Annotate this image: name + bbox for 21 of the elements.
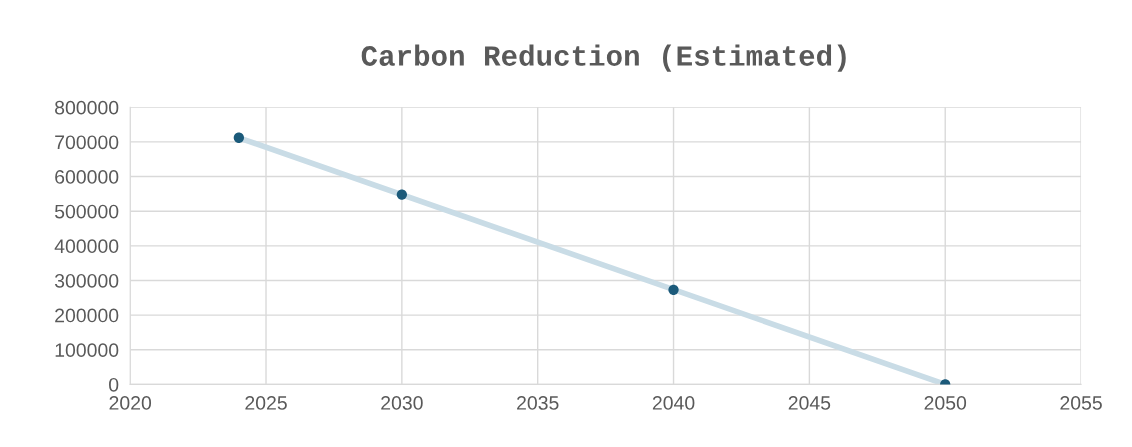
y-tick-label: 700000 [55, 135, 119, 150]
x-tick-label: 2020 [109, 396, 152, 410]
point [668, 284, 679, 295]
chart-title: Carbon Reduction (Estimated) [361, 44, 846, 72]
y-tick-label: 600000 [55, 170, 119, 184]
y-tick-label: 400000 [54, 239, 119, 254]
x-tick-label: 2035 [517, 396, 559, 410]
x-tick-label: 2040 [652, 396, 695, 410]
x-tick-label: 2025 [245, 396, 287, 410]
y-tick-label: 300000 [54, 273, 119, 288]
x-tick-label: 2030 [381, 396, 423, 410]
x-tick-label: 2055 [1060, 396, 1102, 410]
point [233, 132, 244, 143]
y-tick-label: 0 [109, 377, 119, 392]
y-tick-label: 500000 [54, 204, 119, 219]
y-tick-label: 200000 [55, 308, 119, 323]
y-tick-label: 100000 [55, 343, 119, 358]
point [396, 189, 408, 200]
x-tick-label: 2045 [788, 396, 831, 410]
y-tick-label: 800000 [55, 100, 119, 115]
x-tick-label: 2050 [924, 396, 967, 410]
